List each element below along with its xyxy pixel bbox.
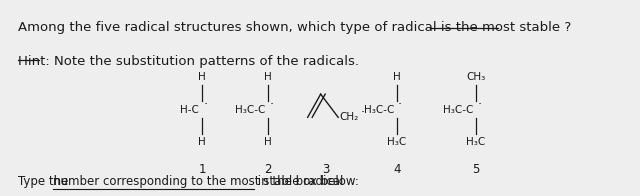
Text: H₃C: H₃C [387, 137, 406, 147]
Text: in the box below:: in the box below: [254, 175, 359, 188]
Text: 4: 4 [393, 163, 401, 176]
Text: CH₃: CH₃ [467, 72, 486, 82]
Text: H₃C-C: H₃C-C [364, 105, 394, 115]
Text: Among the five radical structures shown, which type of radical is the most stabl: Among the five radical structures shown,… [19, 21, 572, 34]
Text: Type the: Type the [19, 175, 72, 188]
Text: Hint: Note the substitution patterns of the radicals.: Hint: Note the substitution patterns of … [19, 55, 359, 68]
Text: 2: 2 [264, 163, 272, 176]
Text: CH₂: CH₂ [339, 112, 358, 122]
Text: H: H [198, 72, 206, 82]
Text: ·: · [477, 98, 481, 111]
Text: 5: 5 [472, 163, 480, 176]
Text: H-C: H-C [180, 105, 199, 115]
Text: number corresponding to the most stable radical: number corresponding to the most stable … [53, 175, 344, 188]
Text: H₃C-C: H₃C-C [443, 105, 473, 115]
Text: 3: 3 [323, 163, 330, 176]
Text: ·: · [360, 106, 364, 119]
Text: 1: 1 [198, 163, 205, 176]
Text: ·: · [269, 98, 273, 111]
Text: H: H [198, 137, 206, 147]
Text: H: H [264, 137, 272, 147]
Text: H: H [264, 72, 272, 82]
Text: H₃C-C: H₃C-C [235, 105, 266, 115]
Text: ·: · [203, 98, 207, 111]
Text: H: H [393, 72, 401, 82]
Text: H₃C: H₃C [467, 137, 486, 147]
Text: ·: · [398, 98, 402, 111]
